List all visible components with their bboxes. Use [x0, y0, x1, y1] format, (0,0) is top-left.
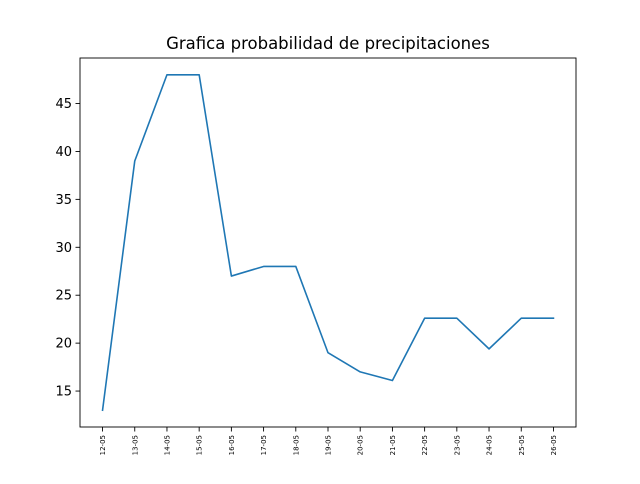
y-tick-label: 15: [55, 385, 72, 400]
x-tick-label: 18-05: [292, 435, 300, 455]
x-tick-label: 26-05: [550, 435, 558, 455]
x-tick-label: 14-05: [163, 435, 171, 455]
axes: 15 20 25 30 35 40 45 12-05 13-05 14-05 15-05 16-05 1…: [55, 57, 577, 455]
x-tick-label: 22-05: [421, 435, 429, 455]
x-tick-label: 15-05: [196, 435, 204, 455]
x-tick-label: 13-05: [131, 435, 139, 455]
x-tick-label: 24-05: [486, 435, 494, 455]
x-tick-label: 16-05: [228, 435, 236, 455]
y-tick-label: 25: [55, 289, 72, 304]
y-tick-label: 20: [55, 337, 72, 352]
series-line-1: [101, 73, 555, 412]
y-tick-label: 35: [55, 193, 72, 208]
x-tick-label: 25-05: [518, 435, 526, 455]
x-tick-label: 12-05: [99, 435, 107, 455]
chart-title: Grafica probabilidad de precipitaciones: [166, 34, 490, 53]
y-tick-label: 45: [55, 97, 72, 112]
y-tick-label: 30: [55, 241, 72, 256]
x-tick-label: 23-05: [453, 435, 461, 455]
plot-area: [101, 73, 555, 412]
x-tick-label: 20-05: [357, 435, 365, 455]
y-tick-label: 40: [55, 145, 72, 160]
x-tick-label: 21-05: [389, 435, 397, 455]
x-tick-label: 17-05: [260, 435, 268, 455]
x-tick-label: 19-05: [325, 435, 333, 455]
